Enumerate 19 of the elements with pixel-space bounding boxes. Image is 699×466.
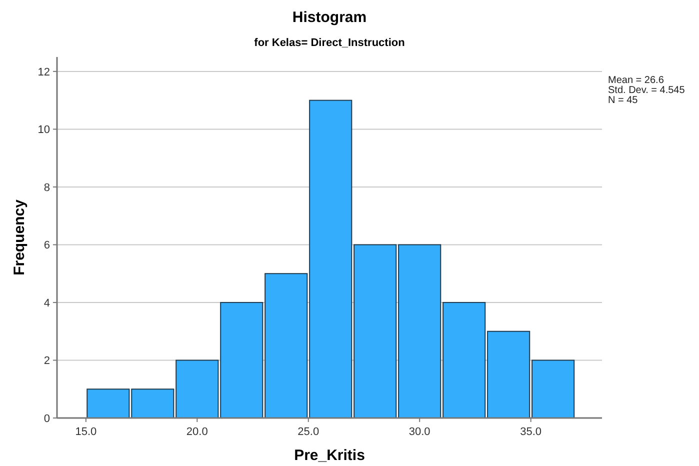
y-tick-label: 12 <box>38 66 50 78</box>
chart-title: Histogram <box>292 9 367 26</box>
x-tick-label: 15.0 <box>75 426 97 438</box>
y-tick-label: 10 <box>38 124 50 136</box>
x-axis-title: Pre_Kritis <box>294 447 365 464</box>
y-tick-label: 8 <box>44 182 50 194</box>
x-tick-label: 25.0 <box>298 426 320 438</box>
y-tick-label: 4 <box>44 297 50 310</box>
y-tick-label: 6 <box>44 240 50 252</box>
y-tick-label: 2 <box>44 355 50 368</box>
chart-subtitle: for Kelas= Direct_Instruction <box>254 37 406 49</box>
text: Std. Dev. = 4.545 <box>608 85 686 96</box>
y-axis-title: Frequency <box>11 198 28 276</box>
x-tick-label: 35.0 <box>520 426 542 438</box>
y-tick-label: 0 <box>44 412 50 425</box>
x-tick-label: 30.0 <box>408 426 430 438</box>
text: N = 45 <box>608 95 638 106</box>
text: Mean = 26.6 <box>608 75 664 86</box>
x-tick-label: 20.0 <box>186 426 208 438</box>
